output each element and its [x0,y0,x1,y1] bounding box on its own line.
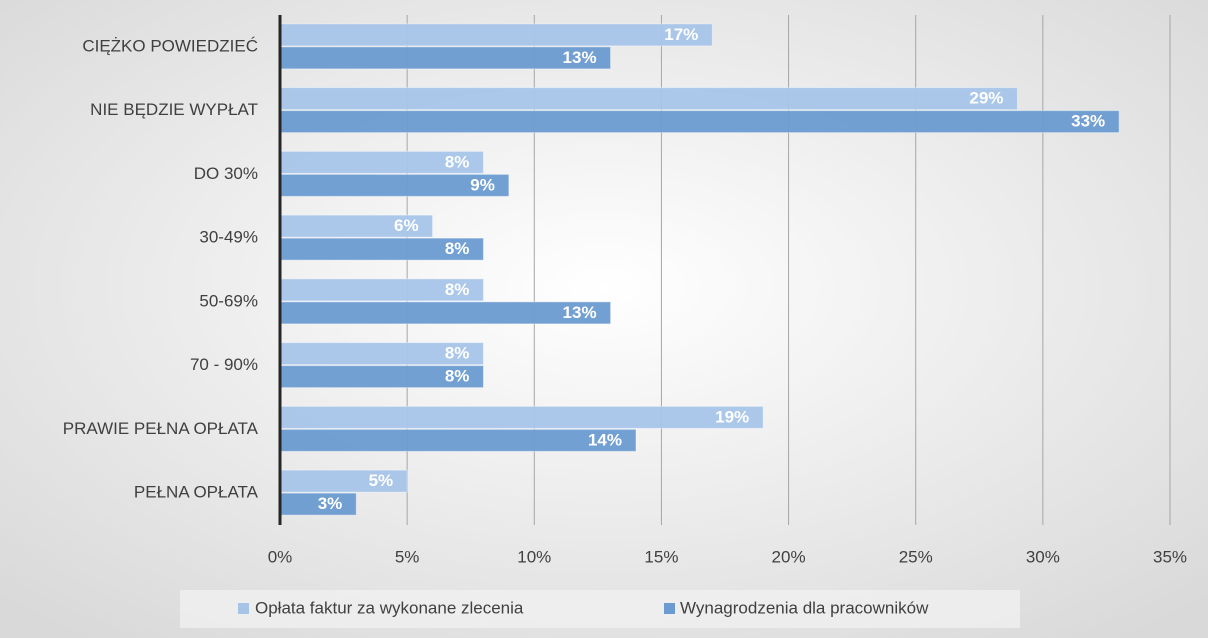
bar [279,23,713,47]
data-label: 3% [318,494,343,513]
y-tick-label: DO 30% [194,164,258,183]
y-tick-label: 70 - 90% [190,355,258,374]
data-label: 8% [445,367,470,386]
data-label: 19% [715,407,749,426]
y-tick-label: PEŁNA OPŁATA [134,483,259,502]
x-tick-label: 10% [517,547,551,566]
bar [279,428,637,452]
y-tick-label: 50-69% [199,291,258,310]
data-label: 6% [394,216,419,235]
data-label: 5% [369,471,394,490]
data-label: 8% [445,280,470,299]
x-tick-label: 15% [644,547,678,566]
data-label: 29% [969,89,1003,108]
bar [279,405,764,429]
data-label: 8% [445,344,470,363]
data-label: 17% [664,25,698,44]
data-label: 14% [588,430,622,449]
legend-swatch [238,603,249,614]
legend-swatch [664,603,675,614]
x-tick-label: 0% [268,547,293,566]
data-label: 33% [1071,112,1105,131]
y-tick-label: CIĘŻKO POWIEDZIEĆ [82,36,258,55]
x-tick-label: 20% [772,547,806,566]
bar [279,301,612,325]
data-label: 8% [445,239,470,258]
y-tick-label: NIE BĘDZIE WYPŁAT [90,100,258,119]
y-tick-label: PRAWIE PEŁNA OPŁATA [63,419,259,438]
y-tick-label: 30-49% [199,228,258,247]
x-tick-label: 30% [1026,547,1060,566]
x-tick-label: 35% [1153,547,1187,566]
legend-label: Opłata faktur za wykonane zlecenia [255,598,524,617]
bar [279,46,612,70]
data-label: 13% [563,303,597,322]
data-label: 8% [445,152,470,171]
bar [279,87,1018,111]
legend-box [180,590,1020,628]
bar [279,110,1120,134]
data-label: 13% [563,48,597,67]
legend-label: Wynagrodzenia dla pracowników [680,598,929,617]
x-tick-label: 25% [899,547,933,566]
data-label: 9% [470,175,495,194]
x-tick-label: 5% [395,547,420,566]
